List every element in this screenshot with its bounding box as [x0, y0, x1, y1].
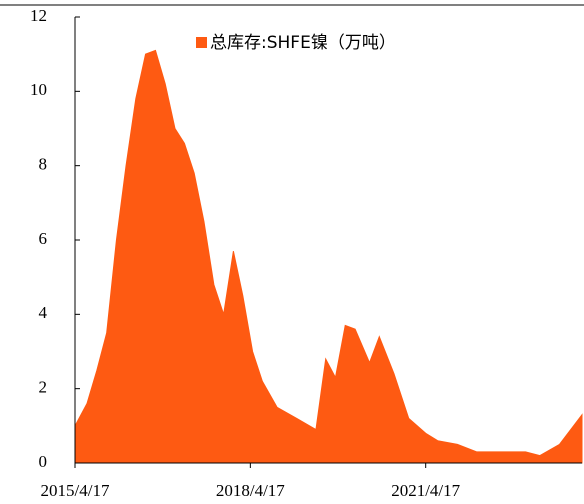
- legend-swatch: [196, 37, 207, 48]
- y-tick-label: 10: [30, 80, 47, 99]
- area: [74, 49, 583, 464]
- legend-label: 总库存:SHFE镍（万吨）: [210, 33, 396, 53]
- x-tick-label: 2018/4/17: [216, 481, 285, 500]
- x-tick-label: 2021/4/17: [391, 481, 460, 500]
- y-tick-label: 12: [30, 6, 47, 25]
- y-tick-label: 8: [39, 155, 48, 174]
- y-tick-label: 4: [39, 303, 48, 322]
- y-tick-label: 6: [39, 229, 48, 248]
- y-tick-label: 0: [39, 452, 48, 471]
- y-tick-label: 2: [39, 378, 48, 397]
- x-tick-label: 2015/4/17: [41, 481, 110, 500]
